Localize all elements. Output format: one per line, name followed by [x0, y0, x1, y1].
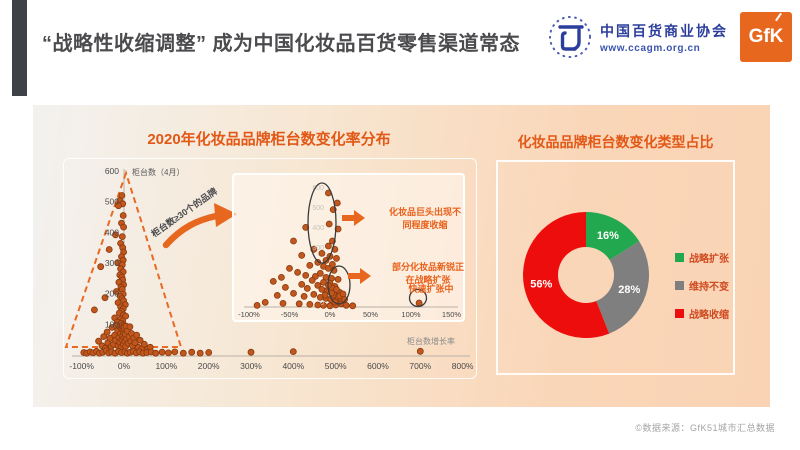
scatter-points — [80, 192, 424, 357]
scatter-axis-ticks: -100% 0% 100% 200% 300% 400% 500% 600% 700% 800% 6… — [69, 166, 474, 371]
svg-text:800%: 800% — [452, 361, 474, 371]
data-source-note: ©数据来源：GfK51城市汇总数据 — [635, 423, 775, 433]
svg-text:0%: 0% — [118, 361, 131, 371]
slide-title: “战略性收缩调整” 成为中国化妆品百货零售渠道常态 — [42, 33, 521, 55]
svg-text:0: 0 — [320, 300, 324, 307]
svg-text:50%: 50% — [363, 310, 378, 319]
svg-text:16%: 16% — [597, 230, 619, 242]
x-axis-label: 柜台数增长率 — [407, 336, 455, 346]
svg-text:400: 400 — [105, 227, 119, 237]
giants-arrow-icon — [342, 210, 365, 226]
annotation-fast-expansion: 快速扩张中 — [408, 284, 454, 294]
title-accent-bar — [12, 0, 27, 96]
svg-text:600%: 600% — [367, 361, 389, 371]
svg-text:300: 300 — [312, 245, 324, 252]
svg-text:300%: 300% — [240, 361, 262, 371]
svg-text:200: 200 — [105, 289, 119, 299]
rookies-arrow-icon — [348, 268, 371, 284]
svg-text:500: 500 — [312, 205, 324, 212]
inset-chart-box: -100% -50% 0% 50% 100% 150% 600 500 400 300 0 化妆品巨… — [232, 173, 465, 322]
giants-ellipse — [307, 182, 337, 264]
scatter-chart: 柜台数（4月） 柜台数增长率 柜台数≥30个的品牌 -100% 0% 100% 200… — [64, 166, 474, 371]
svg-text:0%: 0% — [325, 310, 336, 319]
svg-text:600: 600 — [105, 166, 119, 176]
legend-swatch — [675, 253, 684, 262]
legend-item: 战略扩张 — [675, 250, 729, 265]
zoom-arrow — [162, 212, 220, 249]
inset-axis-ticks: -100% -50% 0% 50% 100% 150% 600 500 400 300 0 — [238, 185, 461, 319]
svg-text:150%: 150% — [442, 310, 462, 319]
association-name: 中国百货商业协会 — [600, 22, 728, 39]
legend-label: 战略扩张 — [689, 254, 729, 265]
association-url: www.ccagm.org.cn — [600, 42, 701, 54]
annotation-rookies: 部分化妆品新锐正 在战略扩张 — [391, 262, 464, 285]
svg-text:700%: 700% — [409, 361, 431, 371]
legend-item: 维持不变 — [675, 278, 729, 293]
svg-text:300: 300 — [105, 258, 119, 268]
svg-text:-100%: -100% — [69, 361, 94, 371]
gfk-logo: GfK — [740, 12, 792, 62]
donut-chart-box: 16% 28% 56% 战略扩张维持不变战略收缩 — [496, 160, 735, 375]
y-axis-label: 柜台数（4月） — [132, 167, 184, 177]
svg-text:400: 400 — [312, 225, 324, 232]
inset-scatter-chart: -100% -50% 0% 50% 100% 150% 600 500 400 300 0 — [238, 182, 461, 319]
svg-text:100%: 100% — [155, 361, 177, 371]
svg-text:500%: 500% — [325, 361, 347, 371]
svg-text:56%: 56% — [530, 279, 552, 291]
scatter-chart-title: 2020年化妆品品牌柜台数变化率分布 — [147, 131, 391, 148]
svg-text:100: 100 — [105, 319, 119, 329]
legend-swatch — [675, 309, 684, 318]
svg-text:100%: 100% — [401, 310, 421, 319]
legend-item: 战略收缩 — [675, 306, 729, 321]
donut-chart-title: 化妆品品牌柜台数变化类型占比 — [517, 134, 714, 150]
svg-text:200%: 200% — [198, 361, 220, 371]
scatter-chart-box: 柜台数（4月） 柜台数增长率 柜台数≥30个的品牌 -100% 0% 100% 200… — [63, 158, 477, 379]
legend-label: 维持不变 — [689, 282, 729, 293]
svg-text:600: 600 — [312, 185, 324, 192]
svg-text:-100%: -100% — [238, 310, 260, 319]
fast-expansion-circle — [408, 288, 428, 308]
svg-text:28%: 28% — [618, 284, 640, 296]
association-emblem-icon — [549, 16, 591, 58]
donut-legend: 战略扩张维持不变战略收缩 — [675, 250, 729, 321]
annotation-giants: 化妆品巨头出现不 同程度收缩 — [388, 207, 461, 230]
donut-chart: 16% 28% 56% — [523, 212, 649, 338]
logo-area: 中国百货商业协会 www.ccagm.org.cn GfK — [549, 12, 792, 62]
legend-swatch — [675, 281, 684, 290]
svg-text:500: 500 — [105, 197, 119, 207]
rookies-ellipse — [327, 265, 351, 305]
association-logo: 中国百货商业协会 www.ccagm.org.cn — [549, 13, 728, 61]
zoom-arrow-head — [214, 203, 237, 227]
legend-label: 战略收缩 — [689, 310, 729, 321]
svg-text:-50%: -50% — [281, 310, 299, 319]
svg-text:400%: 400% — [282, 361, 304, 371]
